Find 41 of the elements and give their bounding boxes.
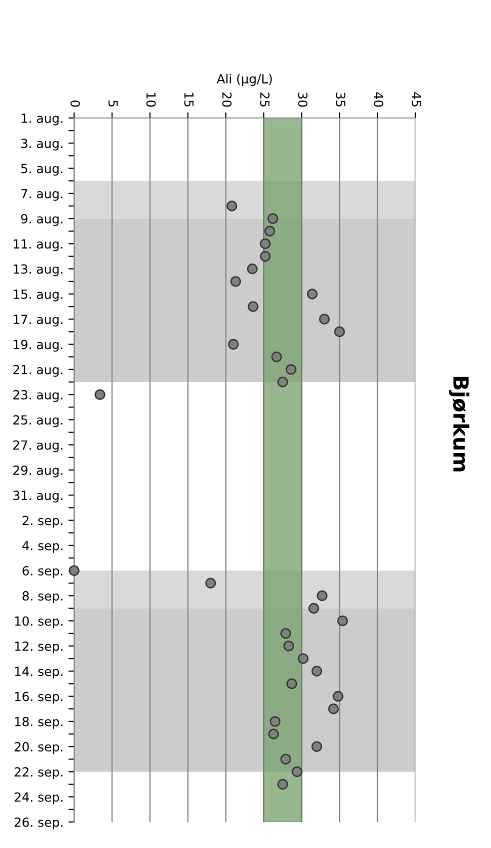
x-tick-label: 40 bbox=[374, 92, 384, 107]
y-tick-label: 2. sep. bbox=[22, 516, 62, 528]
x-tick-label: 35 bbox=[336, 92, 346, 106]
y-tick-label: 24. sep. bbox=[14, 792, 62, 804]
y-tick-label: 12. sep. bbox=[15, 641, 62, 654]
y-tick-label: 20. sep. bbox=[14, 742, 62, 754]
x-tick-label: 0 bbox=[70, 100, 80, 107]
y-tick-label: 9. aug. bbox=[21, 214, 62, 226]
y-tick-label: 21. aug. bbox=[13, 364, 62, 377]
y-tick-label: 26. sep. bbox=[14, 817, 62, 830]
y-tick-label: 18. sep. bbox=[15, 716, 62, 729]
y-tick-label: 16. sep. bbox=[15, 692, 62, 704]
y-tick-label: 3. aug. bbox=[21, 138, 62, 150]
x-tick-label: 25 bbox=[260, 92, 270, 106]
y-tick-label: 5. aug. bbox=[21, 164, 62, 176]
y-tick-label: 25. aug. bbox=[13, 415, 62, 428]
y-tick-label: 29. aug. bbox=[13, 465, 62, 478]
x-tick-label: 5 bbox=[108, 100, 118, 106]
y-tick-label: 11. aug. bbox=[14, 239, 62, 252]
x-tick-label: 20 bbox=[222, 92, 232, 107]
y-tick-label: 8. sep. bbox=[22, 591, 62, 604]
y-tick-label: 7. aug. bbox=[21, 189, 62, 201]
x-axis-title: Ali (µg/L) bbox=[216, 74, 272, 86]
y-tick-label: 4. sep. bbox=[22, 541, 62, 553]
y-tick-label: 10. sep. bbox=[15, 616, 62, 628]
x-tick-label: 45 bbox=[412, 92, 422, 106]
y-tick-label: 22. sep. bbox=[14, 767, 62, 780]
y-tick-label: 14. sep. bbox=[15, 666, 62, 678]
text: Bjørkum bbox=[448, 376, 470, 472]
y-tick-label: 27. aug. bbox=[13, 440, 62, 452]
x-tick-label: 30 bbox=[298, 92, 308, 107]
y-tick-label: 17. aug. bbox=[14, 314, 62, 326]
y-tick-label: 13. aug. bbox=[14, 264, 62, 276]
y-tick-label: 6. sep. bbox=[22, 566, 62, 578]
x-tick-label: 15 bbox=[184, 93, 194, 106]
y-tick-label: 31. aug. bbox=[13, 490, 62, 502]
y-tick-label: 15. aug. bbox=[14, 290, 62, 302]
y-tick-label: 23. aug. bbox=[13, 390, 62, 402]
y-tick-label: 19. aug. bbox=[14, 340, 62, 352]
y-tick-label: 1. aug. bbox=[22, 114, 62, 126]
x-tick-label: 10 bbox=[146, 93, 156, 107]
